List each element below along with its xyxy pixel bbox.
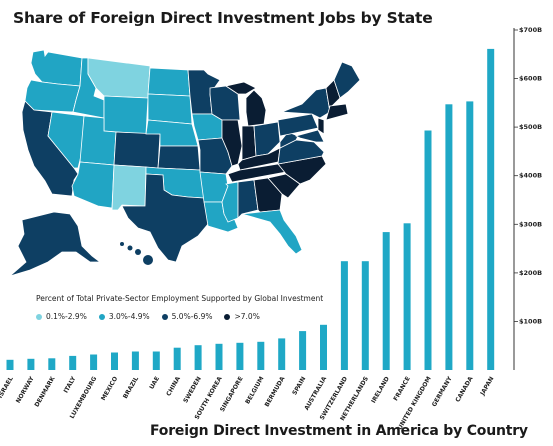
bar-canada [466,101,474,371]
bars [6,48,495,371]
state-hi-2 [127,245,133,251]
bar-italy [69,355,77,370]
x-tick-label: SWEDEN [182,376,203,405]
legend-dot [36,313,42,320]
x-tick-label: BELGIUM [244,375,265,405]
legend-item: >7.0% [224,312,260,321]
state-hi-4 [143,255,153,265]
bar-denmark [48,358,56,370]
legend-label: >7.0% [234,312,260,321]
y-tick-label: $300B [519,220,542,228]
bar-uae [152,351,160,370]
state-tx [121,173,209,263]
legend-item: 0.1%-2.9% [36,312,87,321]
state-hi-1 [120,242,124,246]
x-tick-label: SINGAPORE [219,376,245,414]
bar-bermuda [278,338,286,370]
x-tick-label: MEXICO [100,376,119,402]
bar-singapore [236,342,244,370]
bar-ireland [382,232,390,370]
state-ak [9,211,102,277]
bar-china [173,347,181,370]
state-mi-upper [224,81,257,95]
state-mi [245,89,267,127]
bar-france [403,223,411,370]
bar-brazil [131,351,139,370]
bar-australia [320,324,327,370]
legend-item: 5.0%-6.9% [161,312,213,321]
legend-dot [161,313,168,320]
bar-switzerland [340,261,348,370]
bar-south-korea [215,343,223,370]
x-tick-label: BRAZIL [122,375,140,400]
bar-netherlands [361,261,369,370]
y-tick-label: $400B [519,172,542,180]
bar-germany [445,104,453,371]
map-legend: Percent of Total Private-Sector Employme… [36,294,323,321]
x-tick-label: ISRAEL [0,375,15,399]
y-tick-label: $200B [519,269,542,277]
state-il [221,119,243,167]
x-tick-label: GERMANY [431,375,454,408]
state-ma-ct-ri [325,103,349,121]
bar-belgium [257,341,265,370]
legend-items: 0.1%-2.9% 3.0%-4.9% 5.0%-6.9% >7.0% [36,312,323,321]
state-sc [267,173,301,199]
bar-norway [27,358,35,370]
y-tick-label: $500B [519,123,542,131]
y-tick-label: $100B [519,317,542,325]
y-tick-label: $600B [519,75,542,83]
bar-united-kingdom [424,130,432,370]
x-tick-label: NORWAY [15,375,36,405]
state-md [294,129,325,143]
x-tick-label: UAE [148,376,161,391]
x-tick-label: JAPAN [479,376,496,398]
bar-mexico [111,352,118,370]
legend-label: 3.0%-4.9% [108,312,150,321]
x-tick-label: IRELAND [370,375,391,404]
bar-israel [6,359,14,370]
legend-title: Percent of Total Private-Sector Employme… [36,294,324,303]
state-me [333,61,361,99]
state-hi-3 [135,249,141,255]
legend-label: 0.1%-2.9% [46,312,87,321]
legend-item: 3.0%-4.9% [98,312,150,321]
map-title: Share of Foreign Direct Investment Jobs … [13,9,433,27]
y-tick-label: $700B [519,26,542,34]
x-tick-label: CHINA [165,375,182,397]
bar-luxembourg [90,354,98,370]
state-al [237,179,259,219]
x-tick-label: FRANCE [392,376,412,403]
x-tick-label: BERMUDA [263,375,286,408]
bar-sweden [194,345,202,370]
state-pa [277,113,319,137]
x-tick-label: SPAIN [291,376,307,397]
x-tick-label: CANADA [454,375,474,403]
x-tick-label: ITALY [62,375,77,394]
y-ticks: $100B $200B $300B $400B $500B $600B $700B [514,26,542,325]
legend-dot [224,313,231,320]
state-fl [241,209,303,255]
bar-spain [299,331,307,370]
chart-title: Foreign Direct Investment in America by … [150,423,528,439]
legend-dot [98,313,105,320]
state-nj [317,117,325,135]
bar-japan [487,48,495,371]
x-tick-label: DENMARK [33,375,56,408]
legend-label: 5.0%-6.9% [171,312,213,321]
